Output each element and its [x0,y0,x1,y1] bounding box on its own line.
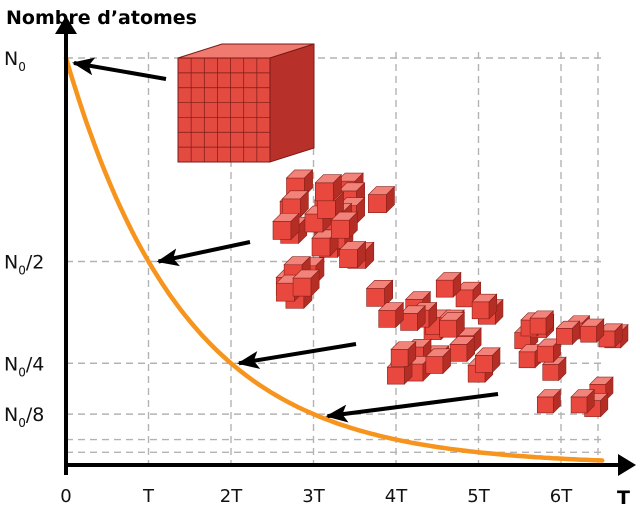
atom-cube [529,310,555,335]
labels: Nombre d’atomes T [6,7,630,509]
x-tick-label: 5T [467,486,490,507]
atom-cube [435,271,462,298]
atom-cube [292,269,320,297]
atom-cube [338,240,367,269]
atom-cube [471,293,498,320]
x-tick-label: 4T [385,486,408,507]
y-axis-title: Nombre d’atomes [6,7,197,29]
pointer-arrow [237,342,357,369]
y-tick-labels: N0 N0/2 N0/4 N0/8 [4,48,44,430]
axes [55,16,636,476]
decaying-sample-cluster [272,169,396,309]
x-axis-title: T [617,487,630,509]
decay-curve [63,55,605,463]
full-sample-block [177,43,315,163]
atom-cube [390,341,417,368]
y-axis-arrowhead [55,16,77,34]
x-tick-label: 6T [550,486,573,507]
atom-cube [399,305,426,332]
x-tick-label: 2T [220,486,243,507]
x-tick-labels: 0 T 2T 3T 4T 5T 6T [60,486,573,507]
y-tick-label: N0 [4,48,26,74]
pointer-arrow [72,57,167,81]
atom-cube [536,338,562,363]
atom-cube [536,388,562,414]
atom-cube [438,311,466,338]
x-axis-arrowhead [618,454,636,476]
y-tick-label: N0/8 [4,404,44,430]
atom-cube [272,212,300,241]
atom-cube [555,320,581,346]
x-tick-label: 0 [60,486,71,507]
atom-cube [579,318,605,343]
atom-cube [474,347,501,374]
decaying-sample-cluster [513,310,629,418]
pointer-arrow [156,240,251,267]
decaying-sample-cluster [378,271,504,385]
atom-cube [425,348,452,375]
atom-cubes-illustration [177,43,629,418]
atom-cube [449,335,476,363]
pointer-arrows [72,57,499,423]
atom-cube [365,279,394,308]
x-tick-label: 3T [302,486,325,507]
pointer-arrow [325,392,499,423]
atom-cube [570,388,596,414]
atom-cube [367,185,396,214]
atom-cube [378,302,405,329]
atom-cube [330,211,359,239]
y-tick-label: N0/2 [4,252,44,278]
y-tick-label: N0/4 [4,353,44,379]
atom-cube [281,190,310,218]
x-tick-label: T [142,486,155,507]
atom-cube [314,173,343,202]
curve-layer [63,55,605,463]
